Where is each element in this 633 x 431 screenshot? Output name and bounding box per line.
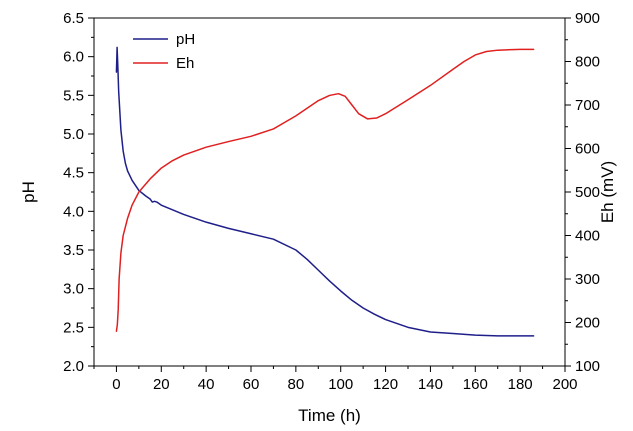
y-tick-label: 2.5 <box>63 319 84 336</box>
y2-tick-label: 200 <box>575 315 600 332</box>
series-line-eh <box>115 48 535 332</box>
data-series <box>115 46 535 337</box>
axis-ticks <box>88 17 571 372</box>
y-tick-label: 3.0 <box>63 281 84 298</box>
y-tick-label: 4.0 <box>63 203 84 220</box>
x-tick-label: 120 <box>373 376 398 393</box>
x-axis-title: Time (h) <box>298 406 361 425</box>
x-tick-label: 100 <box>328 376 353 393</box>
x-tick-label: 80 <box>288 376 305 393</box>
y-tick-label: 6.0 <box>63 49 84 66</box>
x-tick-label: 40 <box>198 376 215 393</box>
y2-tick-label: 100 <box>575 358 600 375</box>
x-tick-label: 60 <box>243 376 260 393</box>
y-axis-title: pH <box>19 181 38 203</box>
legend-label-eh: Eh <box>176 55 194 72</box>
y2-tick-label: 500 <box>575 184 600 201</box>
y-tick-label: 3.5 <box>63 242 84 259</box>
y2-tick-label: 700 <box>575 97 600 114</box>
plot-frame <box>93 17 566 367</box>
x-tick-label: 140 <box>418 376 443 393</box>
x-tick-label: 20 <box>153 376 170 393</box>
y2-tick-label: 600 <box>575 141 600 158</box>
x-tick-label: 0 <box>112 376 120 393</box>
y2-tick-label: 900 <box>575 10 600 27</box>
x-tick-label: 180 <box>508 376 533 393</box>
y2-tick-label: 300 <box>575 271 600 288</box>
y2-tick-label: 400 <box>575 228 600 245</box>
series-line-ph <box>115 46 535 337</box>
x-tick-label: 200 <box>552 376 577 393</box>
y-tick-label: 6.5 <box>63 10 84 27</box>
y-tick-label: 5.0 <box>63 126 84 143</box>
axis-tick-labels: 0 20 40 60 80 100 120 140 160 180 200 2.0 2.5 3.0 3.5 4… <box>63 10 600 393</box>
legend: pH Eh <box>133 31 195 72</box>
x-tick-label: 160 <box>463 376 488 393</box>
y-tick-label: 2.0 <box>63 358 84 375</box>
y-tick-label: 4.5 <box>63 165 84 182</box>
y2-axis-title: Eh (mV) <box>598 161 617 223</box>
legend-label-ph: pH <box>176 31 195 48</box>
y2-tick-label: 800 <box>575 54 600 71</box>
y-tick-label: 5.5 <box>63 87 84 104</box>
